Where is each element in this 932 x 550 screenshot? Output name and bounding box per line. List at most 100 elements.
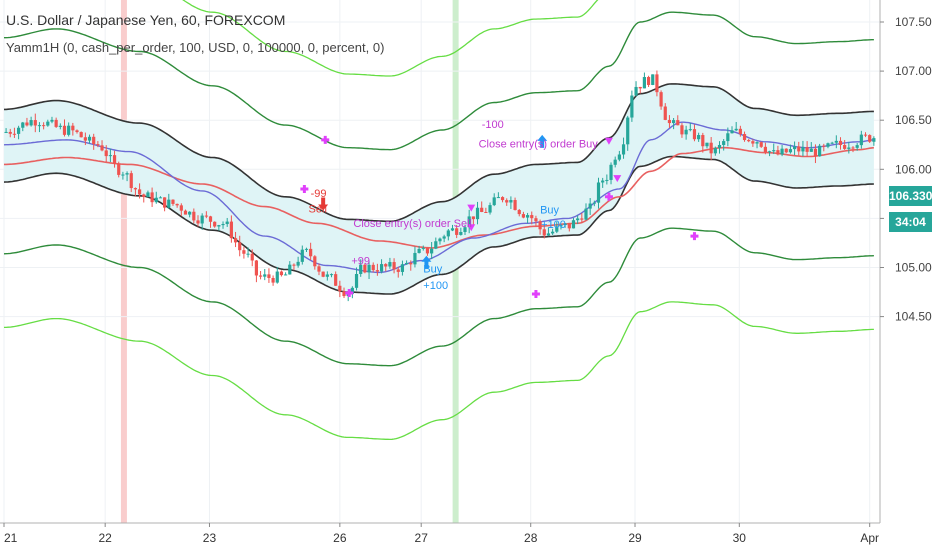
candle-body xyxy=(551,231,555,234)
candle-body xyxy=(425,247,430,254)
candle-body xyxy=(713,148,717,154)
candle-body xyxy=(409,263,413,265)
inner-band-fill xyxy=(4,83,874,295)
candle-body xyxy=(863,134,868,136)
inner-band-lower xyxy=(3,155,874,295)
candle-body xyxy=(350,287,354,294)
candle-body xyxy=(279,271,284,276)
candle-body xyxy=(563,223,567,226)
candle-body xyxy=(258,275,263,277)
candle-body xyxy=(613,159,617,165)
candle-body xyxy=(868,135,872,142)
candle-body xyxy=(767,151,772,153)
time-axis[interactable] xyxy=(0,523,932,550)
candle-body xyxy=(267,274,271,278)
candle-body xyxy=(521,214,526,218)
candle-body xyxy=(609,164,613,180)
candle-body xyxy=(271,277,275,283)
candle-body xyxy=(17,127,21,134)
candle-body xyxy=(663,106,667,120)
candle-body xyxy=(83,137,87,141)
candle-body xyxy=(788,149,793,153)
candle-body xyxy=(4,131,8,133)
candle-body xyxy=(108,155,112,157)
candle-body xyxy=(112,155,117,164)
candle-body xyxy=(434,241,438,249)
candle-body xyxy=(734,128,738,131)
candle-body xyxy=(179,205,183,211)
candle-body xyxy=(584,208,588,220)
candle-body xyxy=(29,120,33,126)
candle-body xyxy=(192,211,196,221)
candle-body xyxy=(513,200,517,210)
candle-body xyxy=(321,271,325,277)
candle-body xyxy=(596,182,601,203)
mid-band-upper xyxy=(4,11,874,151)
price-axis[interactable] xyxy=(880,0,932,550)
candle-body xyxy=(21,122,25,128)
candle-body xyxy=(480,207,484,213)
candle-body xyxy=(183,210,188,215)
candle-body xyxy=(542,229,546,236)
candle-body xyxy=(755,142,759,144)
candle-body xyxy=(246,253,250,255)
candle-body xyxy=(317,266,321,272)
candle-body xyxy=(304,248,309,250)
candle-body xyxy=(492,197,496,206)
indicator-label[interactable]: Yamm1H (0, cash_per_order, 100, USD, 0, … xyxy=(6,40,385,55)
candle-body xyxy=(313,256,317,267)
candle-body xyxy=(79,132,83,138)
candle-body xyxy=(580,218,584,220)
strategy-marker-plus xyxy=(604,192,613,201)
candle-body xyxy=(292,264,296,266)
candle-body xyxy=(705,142,709,147)
trade-annotation: Buy xyxy=(423,263,442,275)
session-highlight xyxy=(120,0,127,523)
candle-body xyxy=(359,264,363,274)
candle-body xyxy=(288,264,292,275)
candle-body xyxy=(396,269,400,272)
time-tick-label: 28 xyxy=(524,531,538,545)
candle-body xyxy=(605,179,609,181)
candle-body xyxy=(117,163,121,175)
candle-body xyxy=(467,216,471,228)
candle-body xyxy=(655,74,659,93)
candle-body xyxy=(576,218,580,221)
candle-body xyxy=(392,262,396,270)
candle-body xyxy=(809,148,813,152)
candle-body xyxy=(688,129,692,131)
price-tick-label: 105.000 xyxy=(895,261,932,275)
candle-body xyxy=(509,200,513,203)
candle-body xyxy=(709,142,713,154)
candle-body xyxy=(826,143,830,147)
candle-body xyxy=(171,199,175,204)
candle-body xyxy=(488,205,492,213)
trade-arrow-down xyxy=(318,197,329,211)
strategy-marker-plus xyxy=(300,184,309,193)
candle-body xyxy=(838,140,843,146)
time-tick-label: 27 xyxy=(415,531,429,545)
trade-annotation: +100 xyxy=(541,219,566,231)
candle-body xyxy=(137,189,142,195)
candle-body xyxy=(818,145,822,157)
price-tick-label: 104.500 xyxy=(895,310,932,324)
candle-body xyxy=(742,134,747,141)
candle-body xyxy=(717,144,722,149)
candle-body xyxy=(438,238,442,242)
candle-body xyxy=(67,125,71,135)
candle-body xyxy=(505,200,509,203)
signal-marker xyxy=(467,204,476,212)
candle-body xyxy=(58,125,62,127)
candle-body xyxy=(309,248,313,257)
candle-body xyxy=(601,180,605,183)
bar-countdown-tag: 34:04 xyxy=(889,212,932,232)
candle-body xyxy=(638,86,642,89)
candle-body xyxy=(592,202,596,204)
trade-annotation: Sell xyxy=(309,204,327,216)
candle-body xyxy=(96,144,100,146)
candle-body xyxy=(588,203,592,209)
candle-body xyxy=(701,135,705,147)
candle-body xyxy=(167,199,171,208)
candle-body xyxy=(446,230,450,237)
